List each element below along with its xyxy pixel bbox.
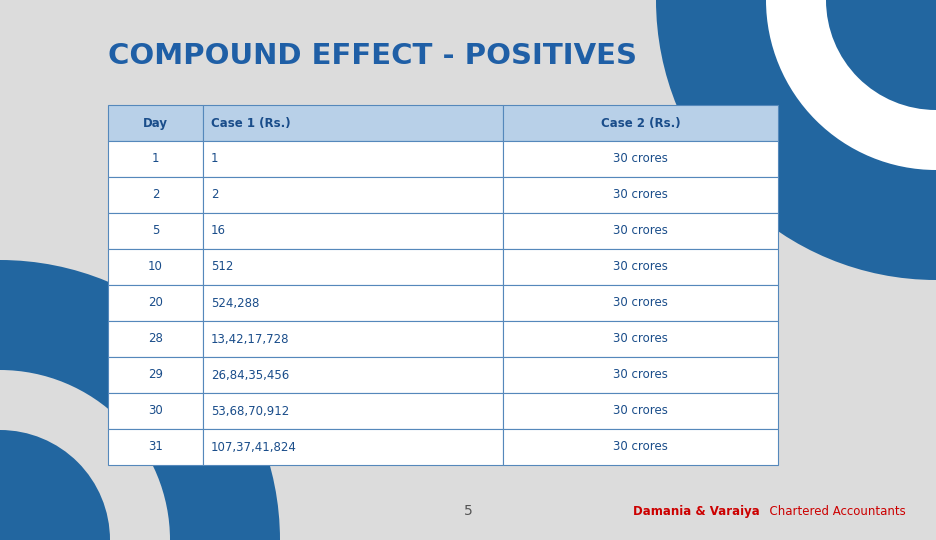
Text: 30 crores: 30 crores bbox=[613, 225, 668, 238]
FancyBboxPatch shape bbox=[503, 141, 778, 177]
FancyBboxPatch shape bbox=[503, 285, 778, 321]
FancyBboxPatch shape bbox=[108, 213, 203, 249]
FancyBboxPatch shape bbox=[203, 285, 503, 321]
Wedge shape bbox=[0, 370, 170, 540]
Text: 2: 2 bbox=[152, 188, 159, 201]
FancyBboxPatch shape bbox=[203, 357, 503, 393]
Text: 30 crores: 30 crores bbox=[613, 333, 668, 346]
FancyBboxPatch shape bbox=[203, 249, 503, 285]
Wedge shape bbox=[766, 0, 936, 170]
FancyBboxPatch shape bbox=[203, 429, 503, 465]
FancyBboxPatch shape bbox=[203, 141, 503, 177]
Text: 107,37,41,824: 107,37,41,824 bbox=[211, 441, 297, 454]
Text: 30 crores: 30 crores bbox=[613, 260, 668, 273]
Text: 30 crores: 30 crores bbox=[613, 296, 668, 309]
FancyBboxPatch shape bbox=[108, 105, 203, 141]
Text: 13,42,17,728: 13,42,17,728 bbox=[211, 333, 289, 346]
FancyBboxPatch shape bbox=[503, 249, 778, 285]
FancyBboxPatch shape bbox=[503, 393, 778, 429]
Text: 53,68,70,912: 53,68,70,912 bbox=[211, 404, 289, 417]
Text: 31: 31 bbox=[148, 441, 163, 454]
Wedge shape bbox=[0, 430, 110, 540]
Text: 16: 16 bbox=[211, 225, 226, 238]
Wedge shape bbox=[656, 0, 936, 280]
FancyBboxPatch shape bbox=[108, 249, 203, 285]
Text: 1: 1 bbox=[211, 152, 218, 165]
Text: 30: 30 bbox=[148, 404, 163, 417]
FancyBboxPatch shape bbox=[503, 213, 778, 249]
Text: 30 crores: 30 crores bbox=[613, 441, 668, 454]
Text: 29: 29 bbox=[148, 368, 163, 381]
Text: 512: 512 bbox=[211, 260, 233, 273]
Text: 30 crores: 30 crores bbox=[613, 152, 668, 165]
Text: Case 2 (Rs.): Case 2 (Rs.) bbox=[601, 117, 680, 130]
FancyBboxPatch shape bbox=[203, 177, 503, 213]
FancyBboxPatch shape bbox=[203, 105, 503, 141]
FancyBboxPatch shape bbox=[108, 285, 203, 321]
Text: 5: 5 bbox=[463, 504, 473, 518]
Text: Damania & Varaiya: Damania & Varaiya bbox=[634, 505, 760, 518]
FancyBboxPatch shape bbox=[108, 177, 203, 213]
FancyBboxPatch shape bbox=[108, 357, 203, 393]
FancyBboxPatch shape bbox=[108, 141, 203, 177]
FancyBboxPatch shape bbox=[108, 321, 203, 357]
FancyBboxPatch shape bbox=[203, 213, 503, 249]
Wedge shape bbox=[826, 0, 936, 110]
Text: 1: 1 bbox=[152, 152, 159, 165]
FancyBboxPatch shape bbox=[503, 105, 778, 141]
Text: 10: 10 bbox=[148, 260, 163, 273]
Text: 30 crores: 30 crores bbox=[613, 188, 668, 201]
Text: 26,84,35,456: 26,84,35,456 bbox=[211, 368, 289, 381]
Text: Chartered Accountants: Chartered Accountants bbox=[762, 505, 906, 518]
Text: Case 1 (Rs.): Case 1 (Rs.) bbox=[211, 117, 290, 130]
FancyBboxPatch shape bbox=[203, 393, 503, 429]
Text: 28: 28 bbox=[148, 333, 163, 346]
FancyBboxPatch shape bbox=[503, 429, 778, 465]
FancyBboxPatch shape bbox=[503, 321, 778, 357]
Text: COMPOUND EFFECT - POSITIVES: COMPOUND EFFECT - POSITIVES bbox=[108, 42, 637, 70]
Text: 5: 5 bbox=[152, 225, 159, 238]
FancyBboxPatch shape bbox=[108, 429, 203, 465]
Text: 30 crores: 30 crores bbox=[613, 368, 668, 381]
FancyBboxPatch shape bbox=[203, 321, 503, 357]
Text: 30 crores: 30 crores bbox=[613, 404, 668, 417]
FancyBboxPatch shape bbox=[503, 357, 778, 393]
Text: Day: Day bbox=[143, 117, 168, 130]
Wedge shape bbox=[0, 260, 280, 540]
FancyBboxPatch shape bbox=[108, 393, 203, 429]
Text: 20: 20 bbox=[148, 296, 163, 309]
FancyBboxPatch shape bbox=[503, 177, 778, 213]
Text: 2: 2 bbox=[211, 188, 218, 201]
Text: 524,288: 524,288 bbox=[211, 296, 259, 309]
